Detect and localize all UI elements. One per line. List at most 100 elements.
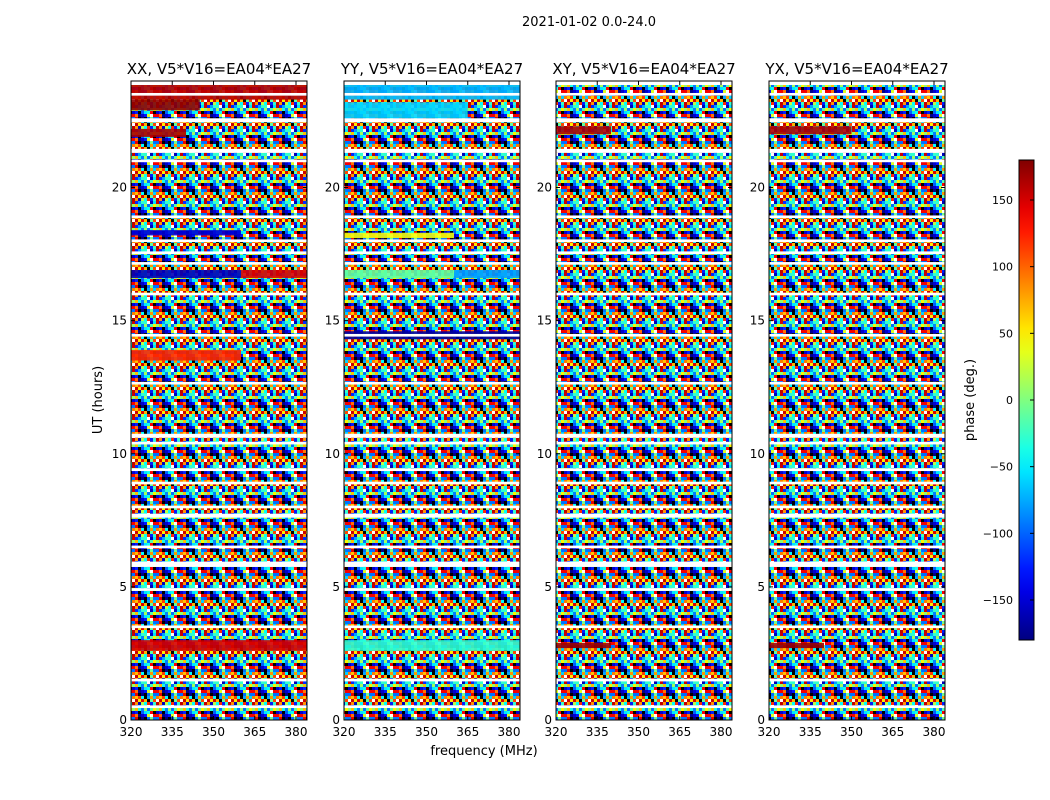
y-tick-label: 20: [112, 181, 127, 195]
panel-frame: [768, 80, 946, 721]
flagged-time-gap: [344, 239, 520, 243]
flagged-time-gap: [769, 481, 945, 485]
y-tick-label: 0: [757, 713, 765, 727]
y-tick-label: 0: [119, 713, 127, 727]
coherent-phase-band: [344, 232, 454, 239]
flagged-time-gap: [131, 333, 307, 337]
flagged-time-gap: [344, 625, 520, 629]
flagged-time-gap: [344, 92, 520, 96]
flagged-time-gap: [556, 625, 732, 629]
flagged-time-gap: [344, 381, 520, 385]
flagged-time-gap: [769, 678, 945, 682]
flagged-time-gap: [131, 381, 307, 385]
panel-yy: YY, V5*V16=EA04*EA27 320 335 350 365 380 0 5 10 1…: [325, 60, 523, 739]
flagged-time-gap: [769, 333, 945, 337]
flagged-time-gap: [769, 215, 945, 219]
panel-frame: [555, 80, 733, 721]
y-tick-label: 15: [537, 314, 552, 328]
flagged-time-gap: [344, 705, 520, 709]
coherent-phase-band: [131, 349, 241, 361]
x-tick-label: 365: [456, 725, 479, 739]
flagged-time-gap: [131, 505, 307, 509]
flagged-time-gap: [556, 118, 732, 123]
y-tick-label: 10: [112, 447, 127, 461]
colorbar-tick-label: 150: [992, 194, 1013, 207]
flagged-time-gap: [131, 433, 307, 438]
coherent-phase-band: [344, 270, 454, 279]
flagged-time-gap: [344, 678, 520, 682]
flagged-time-gap: [556, 481, 732, 485]
flagged-time-gap: [556, 705, 732, 709]
flagged-time-gap: [131, 92, 307, 96]
flagged-time-gap: [344, 441, 520, 445]
y-tick-label: 5: [544, 580, 552, 594]
flagged-time-gap: [769, 118, 945, 123]
x-tick-label: 365: [881, 725, 904, 739]
flagged-time-gap: [769, 545, 945, 549]
flagged-time-gap: [769, 561, 945, 567]
flagged-time-gap: [556, 292, 732, 296]
flagged-time-gap: [556, 468, 732, 472]
flagged-time-gap: [344, 251, 520, 255]
flagged-time-gap: [556, 215, 732, 219]
panel-title: YX, V5*V16=EA04*EA27: [764, 60, 948, 78]
flagged-time-gap: [344, 215, 520, 219]
flagged-time-gap: [556, 588, 732, 591]
flagged-time-gap: [769, 433, 945, 438]
flagged-time-gap: [556, 148, 732, 153]
y-tick-label: 5: [757, 580, 765, 594]
colorbar-tick-label: −150: [983, 594, 1013, 607]
flagged-time-gap: [344, 262, 520, 265]
flagged-time-gap: [556, 561, 732, 567]
flagged-time-gap: [344, 148, 520, 153]
flagged-time-gap: [556, 678, 732, 682]
colorbar-ticks: 150 100 50 0 −50 −100 −150: [983, 194, 1034, 607]
x-tick-label: 335: [799, 725, 822, 739]
colorbar: 150 100 50 0 −50 −100 −150 phase (deg.): [963, 159, 1035, 641]
y-tick-label: 15: [325, 314, 340, 328]
flagged-time-gap: [556, 381, 732, 385]
flagged-time-gap: [556, 251, 732, 255]
y-tick-label: 0: [544, 713, 552, 727]
flagged-time-gap: [131, 441, 307, 445]
y-axis-label: UT (hours): [91, 366, 106, 434]
coherent-phase-band: [769, 126, 852, 135]
x-tick-label: 365: [243, 725, 266, 739]
flagged-time-gap: [131, 262, 307, 265]
panel-frame: [130, 80, 308, 721]
flagged-time-gap: [131, 513, 307, 518]
flagged-time-gap: [556, 81, 732, 85]
x-tick-label: 320: [758, 725, 781, 739]
x-tick-label: 380: [285, 725, 308, 739]
flagged-time-gap: [344, 588, 520, 591]
coherent-phase-band: [131, 128, 186, 137]
x-tick-label: 350: [415, 725, 438, 739]
flagged-time-gap: [769, 468, 945, 472]
flagged-time-gap: [131, 468, 307, 472]
coherent-phase-band: [131, 270, 241, 279]
flagged-time-gap: [344, 81, 520, 85]
phase-noise-field: [131, 81, 307, 720]
colorbar-tick-label: 0: [1006, 394, 1013, 407]
phase-noise-field: [344, 81, 520, 720]
panel-title: YY, V5*V16=EA04*EA27: [340, 60, 523, 78]
x-tick-label: 335: [161, 725, 184, 739]
flagged-time-gap: [344, 481, 520, 485]
flagged-time-gap: [131, 678, 307, 682]
panel-title: XY, V5*V16=EA04*EA27: [552, 60, 735, 78]
coherent-phase-band: [556, 126, 611, 135]
flagged-time-gap: [131, 159, 307, 163]
flagged-time-gap: [769, 239, 945, 243]
flagged-time-gap: [769, 441, 945, 445]
x-tick-label: 335: [374, 725, 397, 739]
coherent-phase-band: [131, 83, 307, 100]
x-tick-label: 380: [710, 725, 733, 739]
colorbar-tick-label: 100: [992, 261, 1013, 274]
coherent-phase-band: [556, 642, 611, 649]
flagged-time-gap: [131, 625, 307, 629]
flagged-time-gap: [131, 481, 307, 485]
flagged-time-gap: [769, 292, 945, 296]
flagged-time-gap: [344, 118, 520, 123]
flagged-time-gap: [131, 545, 307, 549]
